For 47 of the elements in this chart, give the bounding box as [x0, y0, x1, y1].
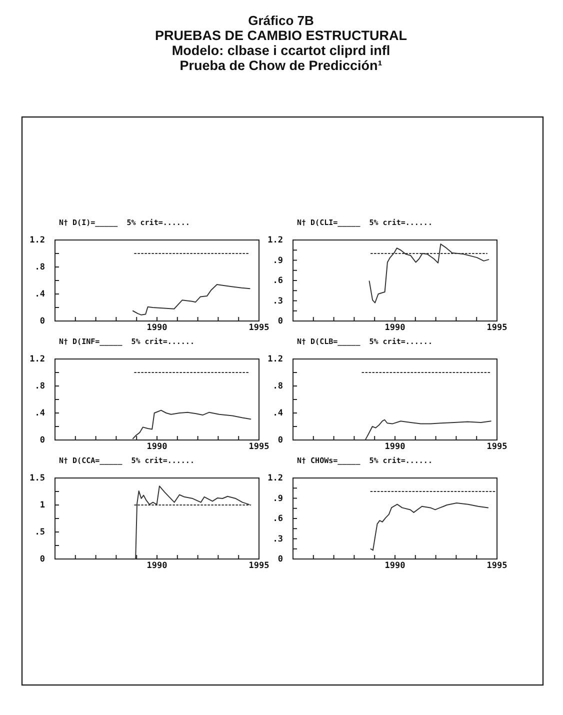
line-series	[370, 502, 489, 551]
text: Gráfico 7B	[248, 13, 314, 28]
text: Prueba de Chow de Predicción¹	[180, 58, 383, 73]
y-tick-label: 1.2	[30, 354, 45, 365]
y-tick-label: 0	[40, 436, 45, 446]
line-series	[132, 284, 250, 316]
x-tick-label: 1990	[384, 442, 406, 452]
y-tick-label: .4	[34, 408, 45, 419]
x-tick-label: 1990	[384, 561, 406, 572]
x-tick-label: 1990	[146, 442, 168, 452]
y-tick-label: .5	[34, 528, 45, 538]
y-tick-label: .4	[272, 408, 283, 419]
y-tick-label: .8	[272, 382, 283, 392]
y-tick-label: .8	[34, 262, 45, 273]
x-tick-label: 1990	[146, 323, 168, 334]
line-series	[365, 419, 492, 440]
y-tick-label: 1.2	[268, 354, 283, 365]
text: Modelo: clbase i ccartot cliprd infl	[172, 43, 390, 58]
x-tick-label: 1995	[486, 561, 508, 572]
y-tick-label: 1.2	[30, 236, 45, 246]
y-tick-label: 0	[40, 316, 45, 327]
x-tick-label: 1990	[146, 561, 168, 572]
y-tick-label: .8	[34, 382, 45, 392]
y-tick-label: .6	[272, 514, 283, 524]
y-tick-label: 1.2	[268, 236, 283, 246]
y-tick-label: .4	[34, 290, 45, 300]
y-tick-label: 0	[278, 316, 283, 327]
y-tick-label: 0	[40, 554, 45, 565]
line-series	[368, 244, 490, 304]
x-tick-label: 1995	[248, 561, 270, 572]
y-tick-label: 1	[40, 500, 45, 511]
y-tick-label: .9	[272, 256, 283, 266]
y-tick-label: 0	[278, 554, 283, 565]
y-tick-label: .6	[272, 276, 283, 286]
x-tick-label: 1995	[486, 323, 508, 334]
y-tick-label: 1.5	[30, 474, 45, 484]
y-tick-label: 1.2	[268, 474, 283, 484]
text: PRUEBAS DE CAMBIO ESTRUCTURAL	[154, 28, 408, 43]
x-tick-label: 1995	[486, 442, 508, 452]
y-tick-label: .3	[272, 534, 283, 544]
y-tick-label: .3	[272, 296, 283, 306]
y-tick-label: .9	[272, 494, 283, 504]
x-tick-label: 1995	[248, 323, 270, 334]
x-tick-label: 1995	[248, 442, 270, 452]
x-tick-label: 1990	[384, 323, 406, 334]
y-tick-label: 0	[278, 436, 283, 446]
line-series	[132, 410, 252, 440]
